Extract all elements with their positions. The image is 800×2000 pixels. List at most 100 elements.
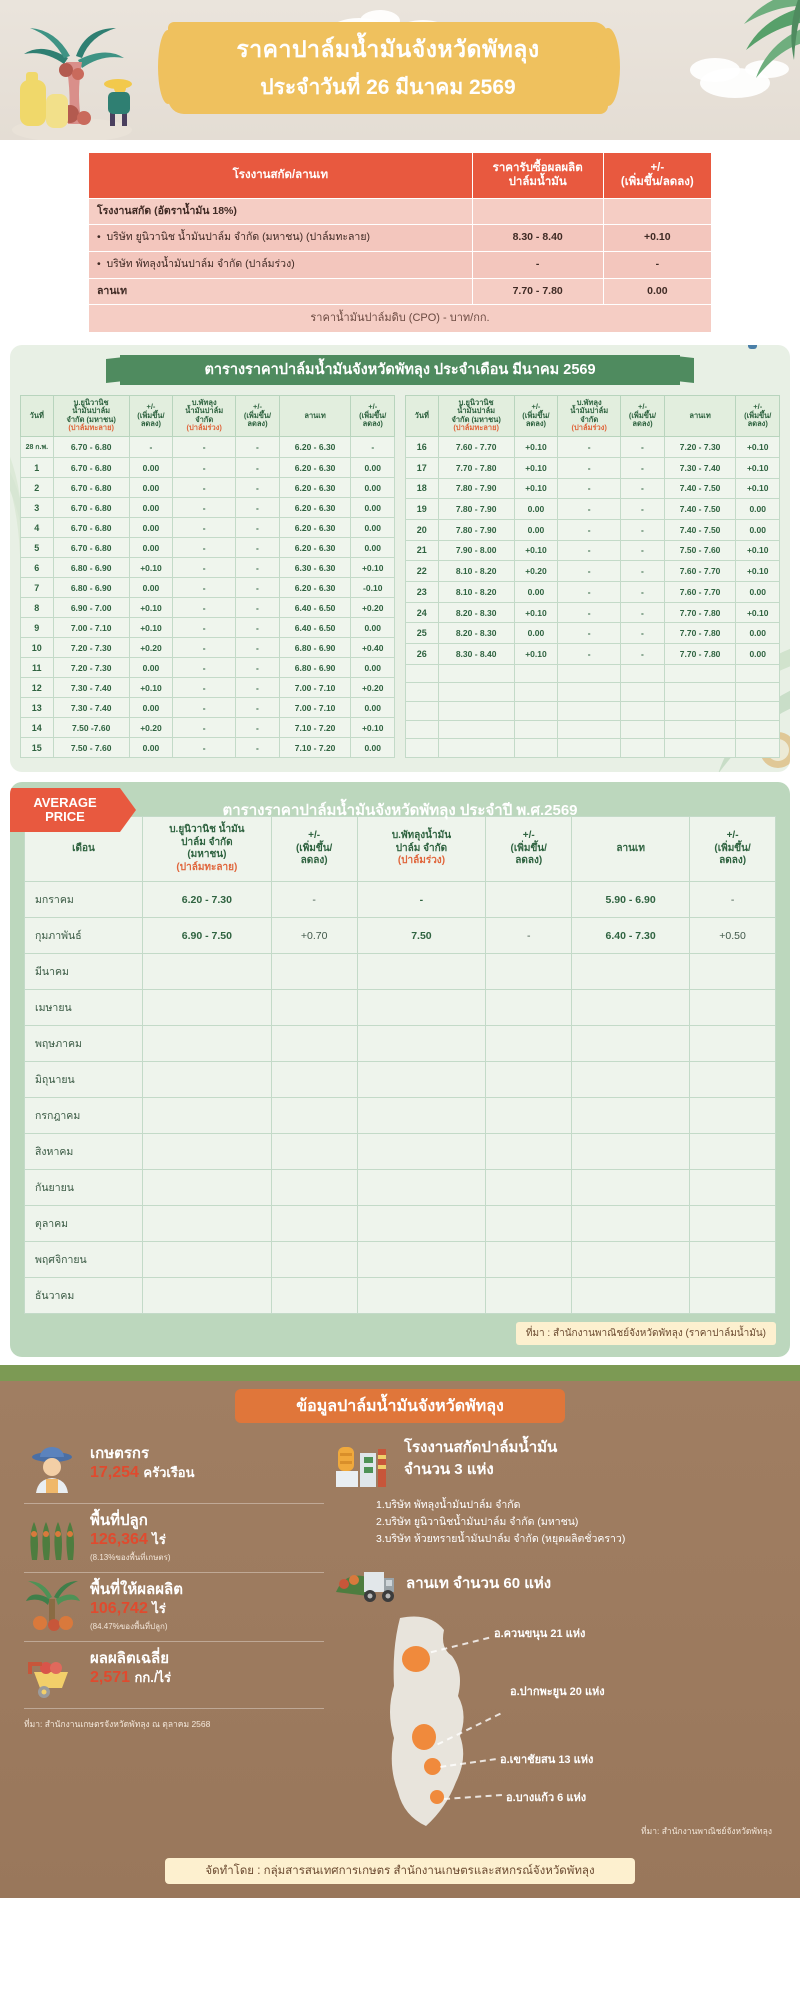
map-dot-pakphayun bbox=[412, 1723, 436, 1750]
table-row: มกราคม 6.20 - 7.30- -5.90 - 6.90- bbox=[24, 881, 776, 919]
farmer-icon bbox=[32, 1447, 72, 1494]
annual-source: ที่มา : สำนักงานพาณิชย์จังหวัดพัทลุง (รา… bbox=[515, 1322, 776, 1346]
col-header-change1: +/- (เพิ่มขึ้น/ ลดลง) bbox=[513, 394, 559, 438]
mills-and-map-column: โรงงานสกัดปาล์มน้ำมัน จำนวน 3 แห่ง 1.บริ… bbox=[334, 1437, 776, 1839]
stat-farmers: เกษตรกร 17,254 ครัวเรือน bbox=[24, 1437, 324, 1505]
table-cell: - bbox=[620, 456, 665, 479]
table-row: กันยายน bbox=[24, 1169, 776, 1207]
hdr-line: +/- bbox=[308, 830, 321, 842]
table-row bbox=[405, 738, 780, 759]
table-cell-empty bbox=[735, 682, 780, 703]
col-header-price-l1: ราคารับซื้อผลผลิต bbox=[492, 162, 583, 174]
table-cell: 1 bbox=[20, 457, 54, 479]
table-cell: 0.00 bbox=[350, 697, 395, 719]
table-cell: 5 bbox=[20, 537, 54, 559]
phatthalung-cell bbox=[356, 1169, 487, 1207]
bottom-body: เกษตรกร 17,254 ครัวเรือน bbox=[0, 1423, 800, 1839]
stat-unit: ไร่ bbox=[152, 1532, 166, 1548]
table-cell: - bbox=[172, 537, 237, 559]
table-cell: - bbox=[172, 477, 237, 499]
table-cell: 7.00 - 7.10 bbox=[52, 617, 130, 639]
hdr-line: +/- bbox=[522, 830, 535, 842]
stat-text: พื้นที่ให้ผลผลิต 106,742 ไร่ (84.47%ของพ… bbox=[90, 1581, 183, 1633]
row-label: • บริษัท ยูนิวานิช น้ำมันปาล์ม จำกัด (มห… bbox=[88, 224, 473, 253]
table-cell: +0.10 bbox=[128, 617, 174, 639]
table-cell: - bbox=[557, 456, 622, 479]
table-row bbox=[405, 682, 780, 703]
lanthe-cell bbox=[571, 1205, 691, 1243]
table-row: มีนาคม bbox=[24, 953, 776, 991]
table-row: 9 7.00 - 7.10 +0.10- -6.40 - 6.50 0.00 bbox=[20, 617, 395, 639]
table-cell: +0.40 bbox=[350, 637, 395, 659]
table-row: 2 6.70 - 6.80 0.00- -6.20 - 6.30 0.00 bbox=[20, 477, 395, 499]
mill-item: 1.บริษัท พัทลุงน้ำมันปาล์ม จำกัด bbox=[376, 1499, 521, 1512]
table-header-row: วันที่ บ.ยูนิวานิช น้ำมันปาล์ม จำกัด (มห… bbox=[20, 394, 395, 438]
change1-cell: +0.70 bbox=[270, 917, 358, 955]
change3-cell bbox=[689, 1061, 776, 1099]
table-cell: - bbox=[235, 537, 280, 559]
col-header-univanich: บ.ยูนิวานิช น้ำมันปาล์ม จำกัด (มหาชน) (ป… bbox=[52, 394, 130, 438]
table-cell: - bbox=[128, 436, 174, 459]
univanich-cell bbox=[142, 989, 272, 1027]
table-cell-empty bbox=[513, 701, 559, 721]
col-header-price-l2: ปาล์มน้ำมัน bbox=[508, 176, 567, 189]
table-cell: 9 bbox=[20, 617, 54, 639]
table-cell: 7.90 - 8.00 bbox=[437, 539, 515, 562]
univanich-cell bbox=[142, 1241, 272, 1279]
lanthe-cell bbox=[571, 1097, 691, 1135]
table-row: • บริษัท พัทลุงน้ำมันปาล์ม จำกัด (ปาล์มร… bbox=[88, 251, 713, 279]
hdr-line: +/- bbox=[146, 401, 156, 411]
hdr-line: ลดลง) bbox=[362, 419, 383, 429]
table-cell: +0.10 bbox=[513, 643, 559, 665]
table-cell: 0.00 bbox=[735, 622, 780, 645]
table-row: ธันวาคม bbox=[24, 1277, 776, 1315]
month-cell: กุมภาพันธ์ bbox=[24, 917, 143, 955]
table-cell: 0.00 bbox=[513, 622, 559, 645]
table-cell: 16 bbox=[405, 436, 439, 458]
table-cell: +0.20 bbox=[128, 717, 174, 739]
change1-cell bbox=[270, 1205, 358, 1243]
change1-cell bbox=[270, 1097, 358, 1135]
lanthe-cell bbox=[571, 989, 691, 1027]
left-source-note: ที่มา: สำนักงานเกษตรจังหวัดพัทลุง ณ ตุลา… bbox=[24, 1718, 211, 1729]
calculator-icon bbox=[748, 344, 757, 349]
change2-cell bbox=[485, 953, 573, 991]
month-cell: เมษายน bbox=[24, 989, 143, 1027]
univanich-cell: 6.20 - 7.30 bbox=[142, 881, 272, 919]
change1-cell bbox=[270, 1061, 358, 1099]
table-cell-empty bbox=[557, 701, 622, 721]
hdr-line: ลดลง) bbox=[300, 855, 328, 867]
row-change: +0.10 bbox=[602, 224, 713, 253]
col-header-univanich: บ.ยูนิวานิช น้ำมันปาล์ม จำกัด (มหาชน) (ป… bbox=[437, 394, 515, 438]
table-cell: 7.10 - 7.20 bbox=[278, 737, 352, 759]
table-cell: 6.90 - 7.00 bbox=[52, 597, 130, 619]
table-cell: 3 bbox=[20, 497, 54, 519]
table-cell: 7.10 - 7.20 bbox=[278, 717, 352, 739]
hdr-line: บ.พัทลุงน้ำมัน bbox=[391, 830, 452, 842]
change2-cell bbox=[485, 1277, 573, 1315]
table-cell: +0.10 bbox=[128, 557, 174, 579]
hdr-line: (เพิ่มขึ้น/ bbox=[295, 842, 333, 854]
table-cell: - bbox=[620, 539, 665, 562]
table-cell: - bbox=[557, 477, 622, 500]
table-cell: 0.00 bbox=[128, 537, 174, 559]
infographic-page: ราคาปาล์มน้ำมันจังหวัดพัทลุง ประจำวันที่… bbox=[0, 0, 800, 1898]
table-cell: 0.00 bbox=[735, 581, 780, 603]
district-label-bangkaeo: อ.บางแก้ว 6 แห่ง bbox=[506, 1791, 587, 1804]
table-cell: 7.60 - 7.70 bbox=[663, 560, 737, 583]
table-cell-empty bbox=[405, 663, 439, 684]
table-cell: 7.40 - 7.50 bbox=[663, 518, 737, 541]
table-row: 21 7.90 - 8.00 +0.10- -7.50 - 7.60 +0.10 bbox=[405, 539, 780, 562]
lanthe-cell bbox=[571, 1133, 691, 1171]
cloud-icon bbox=[745, 60, 789, 78]
table-cell: 6.70 - 6.80 bbox=[52, 497, 130, 519]
table-cell: 0.00 bbox=[350, 617, 395, 639]
table-row: 8 6.90 - 7.00 +0.10- -6.40 - 6.50 +0.20 bbox=[20, 597, 395, 619]
change3-cell bbox=[689, 1097, 776, 1135]
table-cell-empty bbox=[513, 682, 559, 703]
change1-cell bbox=[270, 1133, 358, 1171]
col-header-change-l1: +/- bbox=[650, 162, 665, 174]
cpo-note: ราคาน้ำมันปาล์มดิบ (CPO) - บาท/กก. bbox=[88, 304, 712, 333]
change2-cell bbox=[485, 989, 573, 1027]
table-cell: 0.00 bbox=[350, 457, 395, 479]
